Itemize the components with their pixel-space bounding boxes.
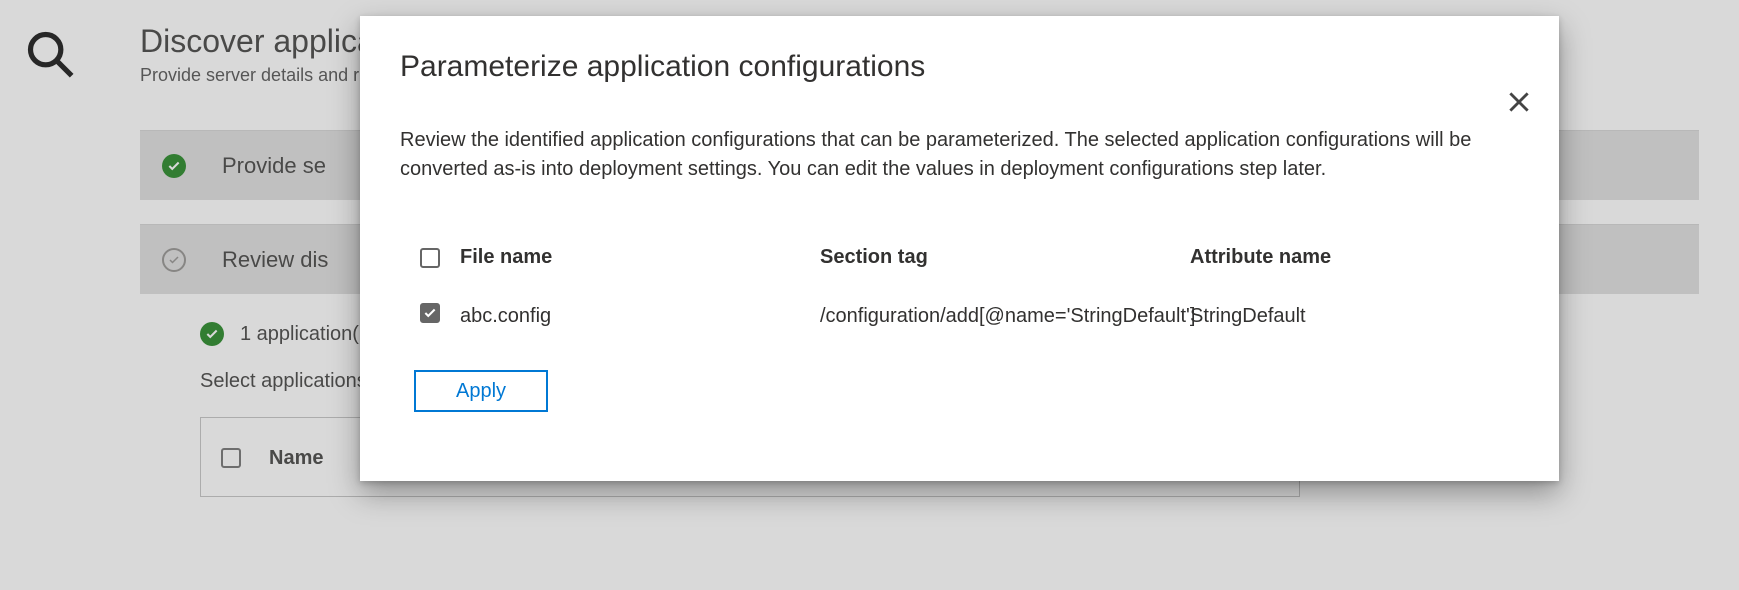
modal-title: Parameterize application configurations	[400, 50, 1519, 84]
col-file-name: File name	[460, 246, 820, 269]
config-row-checkbox[interactable]	[400, 303, 460, 323]
config-row: abc.config /configuration/add[@name='Str…	[400, 303, 1519, 330]
parameterize-modal: Parameterize application configurations …	[360, 16, 1559, 481]
config-section-tag: /configuration/add[@name='StringDefault'…	[820, 303, 1190, 330]
apply-button-label: Apply	[456, 380, 506, 403]
close-button[interactable]	[1503, 86, 1535, 118]
apply-button[interactable]: Apply	[414, 370, 548, 412]
col-attribute-name: Attribute name	[1190, 246, 1519, 269]
config-file-name: abc.config	[460, 303, 820, 330]
modal-description: Review the identified application config…	[400, 126, 1500, 184]
select-all-configs-checkbox[interactable]	[400, 246, 460, 269]
col-section-tag: Section tag	[820, 246, 1190, 269]
config-attribute-name: StringDefault	[1190, 303, 1519, 330]
config-table-header: File name Section tag Attribute name	[400, 246, 1519, 269]
close-icon	[1506, 89, 1532, 115]
